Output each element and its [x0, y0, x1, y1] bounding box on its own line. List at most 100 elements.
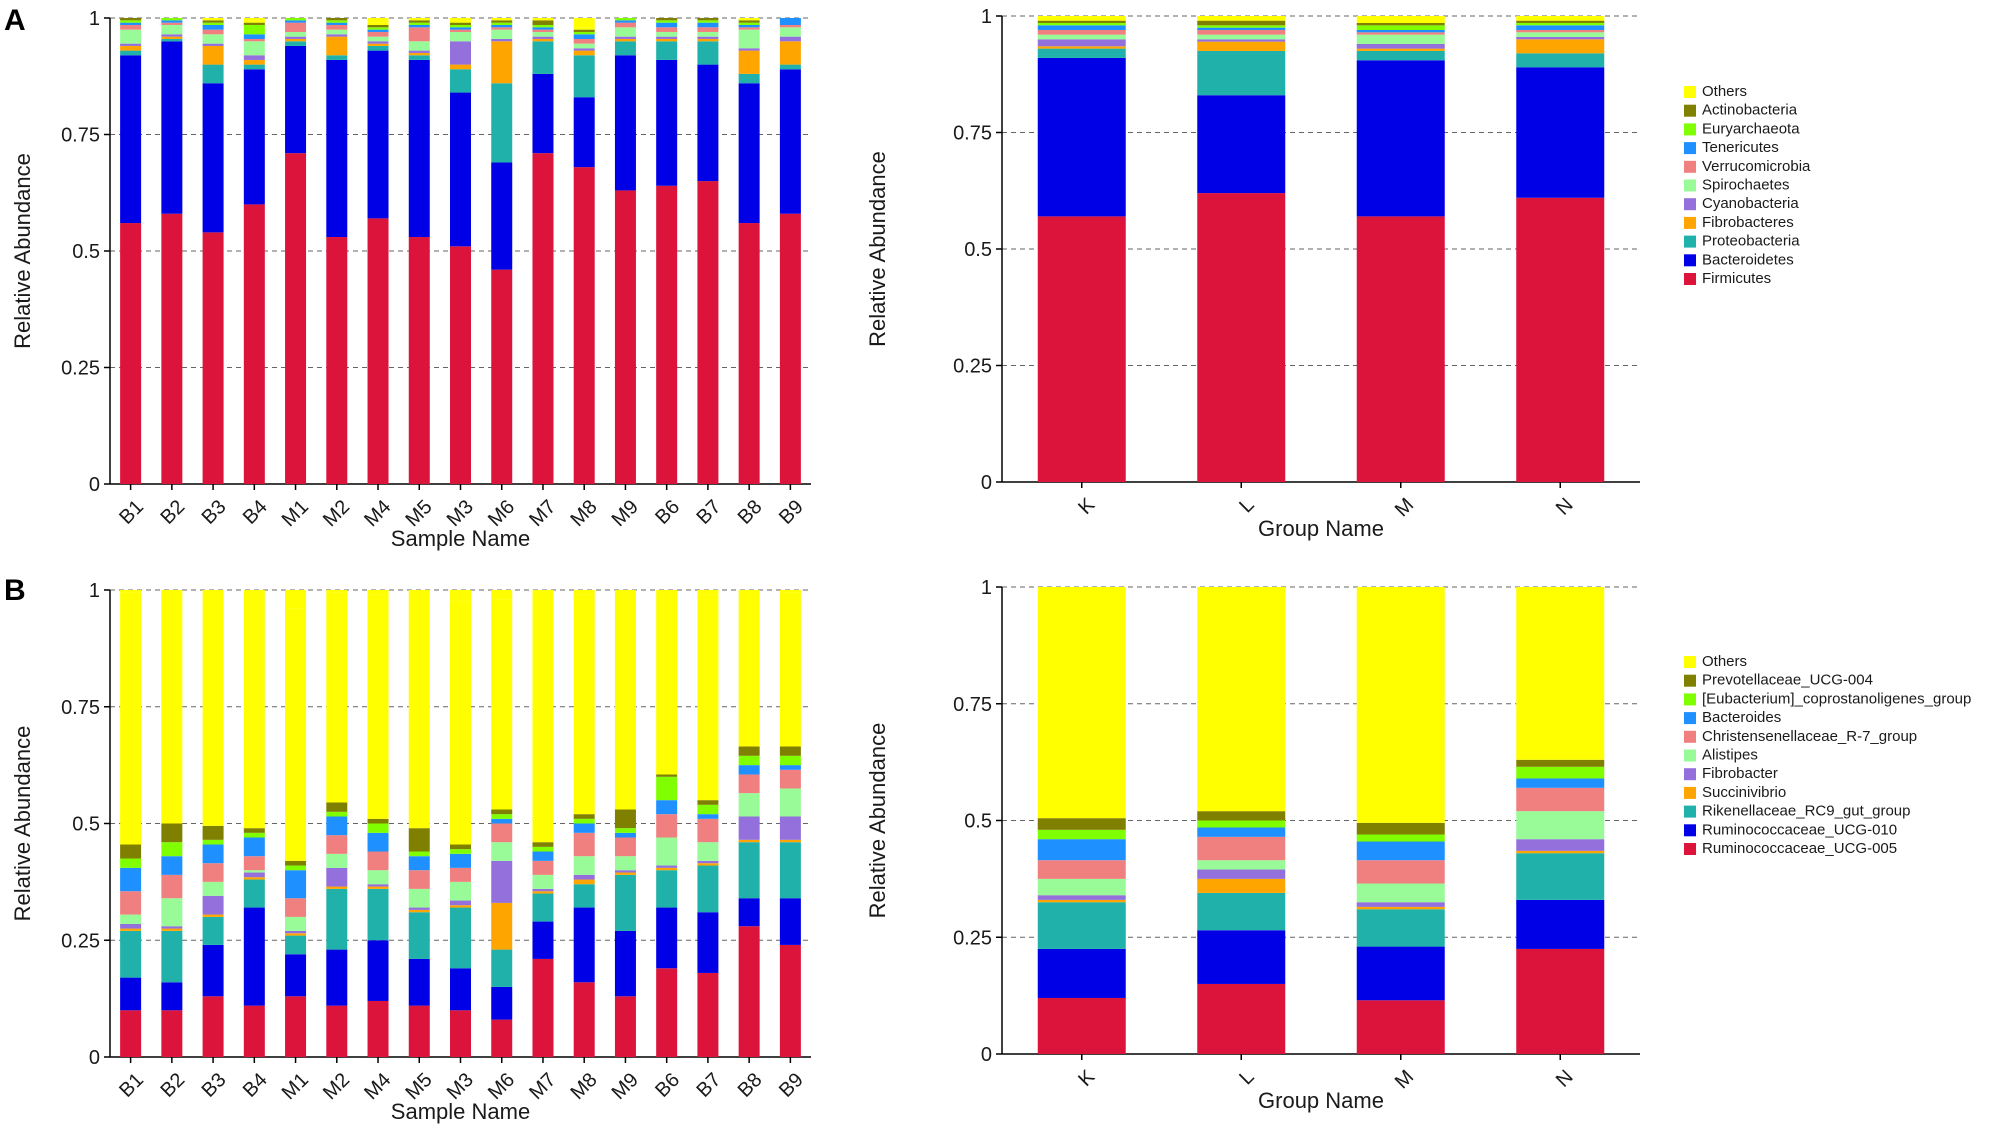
legend-swatch: [1684, 693, 1696, 706]
x-tick-label: N: [1552, 1066, 1578, 1092]
bar-segment: [1516, 16, 1605, 21]
bar-segment: [779, 592, 801, 747]
bar-segment: [532, 41, 554, 74]
bar-segment: [1197, 820, 1286, 828]
bar-segment: [243, 18, 265, 21]
bar-segment: [614, 872, 636, 875]
bar-segment: [450, 590, 471, 602]
x-tick-label: M7: [525, 496, 560, 531]
bar-segment: [573, 832, 595, 857]
bar-segment: [1037, 22, 1126, 26]
bar-segment: [1516, 20, 1605, 23]
bar-segment: [326, 34, 348, 37]
bar-segment: [614, 27, 636, 37]
bar-segment: [614, 996, 636, 1057]
bar-segment: [285, 608, 307, 861]
y-tick-label: 0.5: [964, 811, 992, 833]
legend-swatch: [1684, 273, 1696, 285]
bar-segment: [656, 590, 678, 598]
bar-segment: [573, 55, 595, 98]
bar-segment: [1197, 930, 1286, 984]
bar-segment: [243, 41, 265, 56]
legend-swatch: [1684, 142, 1696, 155]
bar-segment: [491, 599, 513, 810]
bar-segment: [161, 41, 183, 214]
bar-stack-B4: [243, 18, 265, 484]
bar-segment: [408, 909, 430, 913]
legend-label: Fibrobacteres: [1702, 214, 1794, 231]
bar-segment: [202, 916, 224, 945]
bar-segment: [367, 27, 389, 30]
x-axis-title: Sample Name: [391, 1099, 530, 1124]
bar-segment: [779, 64, 801, 70]
x-tick-label: B8: [734, 496, 767, 529]
bar-segment: [697, 804, 719, 815]
bar-segment: [532, 842, 554, 847]
bar-segment: [1356, 48, 1445, 51]
bar-segment: [120, 844, 142, 859]
bar-segment: [450, 844, 471, 850]
bar-segment: [656, 865, 678, 868]
legend-swatch: [1684, 805, 1696, 818]
bar-segment: [1516, 811, 1605, 840]
bar-segment: [573, 590, 595, 595]
bar-segment: [285, 20, 307, 23]
bar-segment: [285, 935, 307, 955]
x-tick-label: B4: [239, 496, 272, 529]
bar-segment: [491, 162, 513, 270]
bar-segment: [243, 20, 265, 23]
bar-segment: [779, 816, 801, 840]
legend-swatch: [1684, 160, 1696, 173]
bar-segment: [161, 38, 183, 42]
bar-segment: [408, 856, 430, 871]
bar-segment: [1037, 57, 1126, 217]
bar-segment: [1037, 46, 1126, 49]
bar-segment: [656, 837, 678, 866]
bar-segment: [367, 50, 389, 219]
bar-segment: [367, 22, 389, 25]
bar-stack-N: [1516, 587, 1605, 1054]
bar-segment: [738, 816, 760, 840]
bar-segment: [697, 27, 719, 32]
x-tick-label: B2: [156, 1069, 189, 1102]
bar-segment: [738, 898, 760, 927]
bar-segment: [614, 22, 636, 28]
bar-segment: [120, 29, 142, 44]
legend-swatch: [1684, 86, 1696, 98]
x-tick-label: L: [1235, 494, 1258, 517]
bar-segment: [285, 590, 307, 609]
bar-segment: [202, 18, 224, 21]
bar-segment: [738, 774, 760, 794]
bar-segment: [367, 218, 389, 484]
bar-segment: [243, 64, 265, 70]
bar-segment: [326, 59, 348, 238]
bar-segment: [697, 31, 719, 37]
y-tick-label: 0: [89, 474, 100, 496]
bar-segment: [656, 867, 678, 871]
bar-segment: [656, 776, 678, 801]
bar-stack-M5: [408, 590, 430, 1057]
bar-segment: [532, 27, 554, 30]
bar-segment: [120, 20, 142, 23]
bar-segment: [450, 31, 471, 42]
legend-label: Christensenellaceae_R-7_group: [1702, 728, 1917, 745]
bar-segment: [573, 167, 595, 484]
bar-segment: [614, 55, 636, 191]
bar-segment: [1516, 853, 1605, 900]
legend-label: Ruminococcaceae_UCG-010: [1702, 821, 1897, 838]
bar-segment: [408, 55, 430, 60]
bar-segment: [202, 914, 224, 917]
x-tick-label: N: [1552, 494, 1578, 520]
bar-segment: [1197, 16, 1286, 21]
bar-segment: [1037, 818, 1126, 830]
bar-segment: [326, 886, 348, 889]
bar-segment: [1197, 892, 1286, 931]
bar-segment: [1037, 895, 1126, 900]
bar-segment: [450, 905, 471, 908]
bar-segment: [1037, 48, 1126, 58]
bar-segment: [697, 38, 719, 42]
bar-segment: [573, 38, 595, 44]
bar-segment: [697, 863, 719, 866]
bar-stack-M: [1356, 587, 1445, 1054]
legend-swatch: [1684, 104, 1696, 117]
